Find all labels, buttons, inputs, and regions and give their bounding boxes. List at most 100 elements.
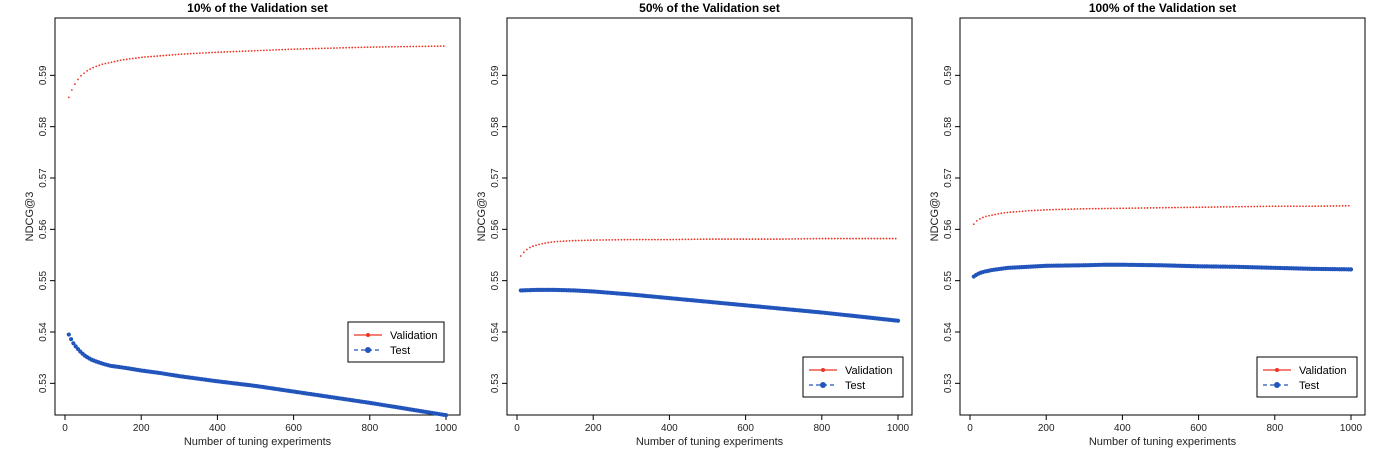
data-point bbox=[571, 239, 574, 242]
x-tick-label: 800 bbox=[1266, 423, 1283, 434]
data-point bbox=[1107, 207, 1109, 210]
data-point bbox=[180, 53, 183, 56]
data-point bbox=[982, 216, 984, 219]
data-point bbox=[1021, 210, 1024, 213]
data-point bbox=[593, 239, 595, 242]
data-point bbox=[1292, 205, 1295, 208]
data-point bbox=[68, 337, 74, 342]
data-point bbox=[1268, 205, 1271, 208]
data-point bbox=[217, 51, 220, 54]
data-point bbox=[629, 238, 632, 241]
data-point bbox=[562, 240, 565, 243]
data-point bbox=[198, 52, 201, 55]
data-point bbox=[1320, 205, 1323, 208]
data-point bbox=[1219, 206, 1222, 208]
data-point bbox=[381, 46, 384, 48]
data-point bbox=[818, 237, 821, 240]
data-point bbox=[852, 237, 854, 240]
data-point bbox=[1085, 207, 1088, 210]
data-point bbox=[1283, 205, 1286, 208]
data-point bbox=[663, 238, 665, 241]
data-point bbox=[256, 49, 259, 52]
series-test bbox=[66, 332, 449, 418]
data-point bbox=[348, 46, 351, 49]
data-point bbox=[833, 237, 836, 240]
data-point bbox=[550, 241, 553, 244]
data-point bbox=[1271, 205, 1274, 208]
data-point bbox=[195, 52, 198, 55]
data-point bbox=[305, 47, 308, 50]
data-point bbox=[830, 237, 833, 240]
data-point bbox=[672, 238, 675, 241]
data-point bbox=[92, 66, 95, 69]
data-point bbox=[602, 239, 605, 241]
data-point bbox=[101, 63, 104, 66]
data-point bbox=[1082, 207, 1085, 210]
y-tick-label: 0.55 bbox=[38, 270, 49, 290]
data-point bbox=[1228, 205, 1231, 208]
data-point bbox=[1018, 210, 1021, 213]
data-point bbox=[116, 60, 119, 62]
data-point bbox=[544, 242, 547, 245]
data-point bbox=[226, 50, 229, 53]
chart-panel-3: 100% of the Validation set 0 200 400 600 800 1… bbox=[929, 1, 1366, 448]
data-point bbox=[991, 214, 993, 217]
data-point bbox=[442, 45, 445, 48]
data-point bbox=[538, 243, 540, 246]
data-point bbox=[775, 238, 778, 240]
data-point bbox=[1033, 209, 1036, 212]
data-point bbox=[997, 212, 1000, 215]
data-point bbox=[1259, 205, 1262, 208]
data-point bbox=[208, 51, 210, 54]
data-point bbox=[1348, 267, 1354, 272]
legend-label-validation: Validation bbox=[1299, 365, 1347, 377]
data-point bbox=[812, 237, 815, 240]
data-point bbox=[183, 53, 186, 55]
data-point bbox=[443, 413, 449, 418]
data-point bbox=[785, 238, 787, 240]
y-tick-label: 0.56 bbox=[943, 219, 954, 239]
data-point bbox=[107, 61, 110, 64]
data-point bbox=[1323, 205, 1326, 207]
x-tick-label: 200 bbox=[1038, 423, 1055, 434]
data-point bbox=[580, 239, 583, 242]
data-point bbox=[177, 53, 180, 56]
data-point bbox=[211, 51, 213, 54]
data-point bbox=[763, 238, 766, 240]
data-point bbox=[797, 237, 800, 240]
data-point bbox=[1058, 208, 1061, 211]
data-point bbox=[1052, 208, 1054, 211]
legend-label-test: Test bbox=[1299, 380, 1319, 392]
data-point bbox=[390, 45, 393, 48]
y-tick-label: 0.59 bbox=[38, 65, 49, 85]
data-point bbox=[608, 238, 611, 241]
data-point bbox=[241, 50, 244, 53]
data-point bbox=[1039, 209, 1042, 212]
data-point bbox=[1122, 207, 1125, 210]
data-point bbox=[876, 237, 879, 240]
x-tick-label: 200 bbox=[585, 423, 602, 434]
data-point bbox=[147, 55, 149, 58]
data-point bbox=[769, 238, 772, 240]
data-point bbox=[583, 239, 586, 242]
y-tick-label: 0.54 bbox=[38, 322, 49, 342]
data-point bbox=[238, 50, 241, 53]
data-point bbox=[275, 48, 277, 51]
y-tick-label: 0.58 bbox=[490, 116, 501, 136]
data-point bbox=[788, 238, 790, 240]
data-point bbox=[1189, 206, 1192, 209]
data-point bbox=[400, 45, 402, 48]
data-point bbox=[1097, 207, 1100, 210]
data-point bbox=[1064, 208, 1067, 211]
data-point bbox=[1222, 206, 1225, 208]
data-point bbox=[1265, 205, 1268, 208]
data-point bbox=[110, 61, 113, 64]
data-point bbox=[308, 47, 311, 50]
data-point bbox=[1335, 205, 1338, 207]
data-point bbox=[1140, 207, 1143, 209]
data-point bbox=[614, 238, 617, 241]
data-point bbox=[83, 72, 85, 75]
data-point bbox=[1311, 205, 1314, 208]
data-point bbox=[888, 237, 891, 240]
